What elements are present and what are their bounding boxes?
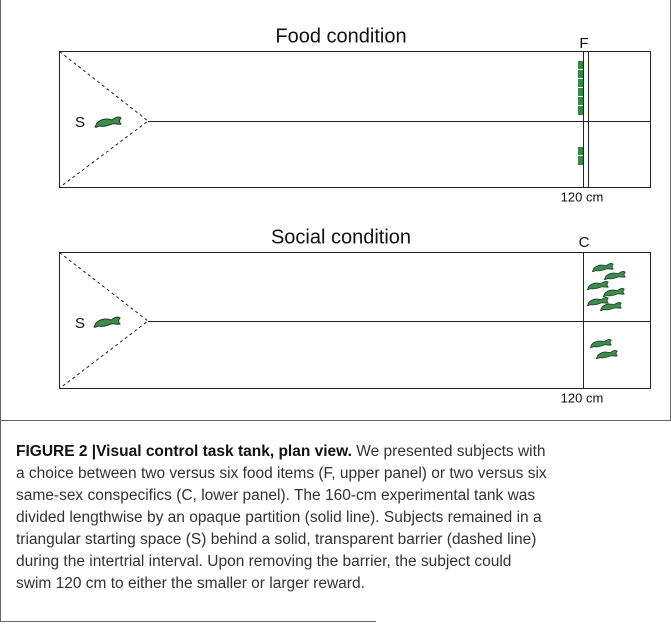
- subject-fish: [93, 316, 121, 328]
- distance-label: 120 cm: [561, 189, 604, 204]
- caption: FIGURE 2 |Visual control task tank, plan…: [16, 443, 547, 592]
- start-label: S: [75, 114, 85, 131]
- caption-line: same-sex conspecifics (C, lower panel). …: [16, 487, 535, 504]
- caption-text: We presented subjects with: [352, 443, 546, 460]
- caption-line: divided lengthwise by an opaque partitio…: [16, 509, 542, 526]
- panel-title: Food condition: [275, 25, 406, 47]
- tank: [59, 51, 651, 188]
- goal-label: C: [579, 234, 590, 251]
- conspecifics: [587, 262, 626, 360]
- subject-fish: [94, 116, 122, 128]
- caption-line: triangular starting space (S) behind a s…: [16, 531, 536, 548]
- food-items: [578, 61, 583, 165]
- goal-label: F: [579, 35, 588, 52]
- start-label: S: [75, 315, 85, 332]
- panel-title: Social condition: [271, 226, 411, 248]
- caption-line: FIGURE 2 |Visual control task tank, plan…: [16, 443, 546, 460]
- caption-line: during the intertrial interval. Upon rem…: [16, 553, 511, 570]
- distance-label: 120 cm: [561, 390, 604, 405]
- barrier: [59, 252, 149, 389]
- caption-line: swim 120 cm to either the smaller or lar…: [16, 575, 365, 592]
- caption-label: FIGURE 2 |Visual control task tank, plan…: [16, 443, 352, 460]
- social-panel: Social condition C S 120 cm: [59, 226, 651, 405]
- caption-line: a choice between two versus six food ite…: [16, 465, 547, 482]
- barrier: [59, 51, 149, 188]
- tank: [59, 252, 651, 389]
- food-panel: Food condition F S 120 cm: [59, 25, 651, 204]
